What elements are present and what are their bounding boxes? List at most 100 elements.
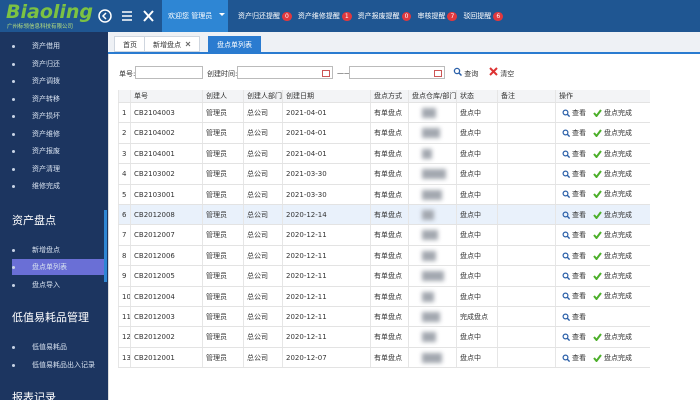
cell-status: 盘点中: [456, 327, 497, 347]
header-cell: 创建人部门: [243, 90, 282, 102]
table-row: 7 CB2012007 管理员 总公司 2020-12-11 有单盘点 盘点中 查看 盘点完成: [118, 225, 650, 246]
action-button[interactable]: 盘点完成: [593, 246, 632, 265]
cell-warehouse: [408, 103, 456, 123]
menu-item[interactable]: 盘点导入: [32, 280, 60, 289]
menu-item[interactable]: 资产借用: [32, 42, 60, 50]
action-button[interactable]: 查看: [562, 103, 586, 122]
toolbar-icons[interactable]: [97, 8, 167, 24]
calendar-icon: [322, 70, 330, 77]
action-button[interactable]: 盘点完成: [593, 327, 632, 346]
cell-date: 2021-04-01: [282, 143, 370, 164]
notice[interactable]: 资产报废提醒 0: [358, 11, 412, 21]
view-icon: [562, 251, 570, 260]
action-button[interactable]: 查看: [562, 205, 586, 224]
action-button[interactable]: 盘点完成: [593, 144, 632, 163]
action-button[interactable]: 查看: [562, 266, 586, 285]
menu-item[interactable]: 资产维修: [32, 129, 60, 138]
header-cell: 创建日期: [282, 90, 370, 102]
cell-creator: 管理员: [202, 327, 243, 347]
menu-item[interactable]: 资产转移: [32, 94, 60, 103]
action-label: 盘点完成: [604, 271, 632, 280]
action-button[interactable]: 盘点完成: [593, 164, 632, 183]
action-button[interactable]: 盘点完成: [593, 185, 632, 204]
notice[interactable]: 资产归还提醒 0: [238, 11, 292, 21]
logo: Biaoling: [6, 1, 94, 23]
action-button[interactable]: 查看: [562, 144, 586, 163]
menu-item[interactable]: 资产清理: [32, 164, 60, 173]
cell-status: 盘点中: [456, 266, 497, 286]
menu-item[interactable]: 维修完成: [32, 182, 60, 190]
menu-section[interactable]: 低值易耗品管理: [12, 311, 89, 324]
cell-actions: 查看 盘点完成: [555, 205, 650, 225]
cell-id: CB2103001: [130, 184, 202, 204]
action-button[interactable]: 查看: [562, 123, 586, 142]
notice[interactable]: 资产维修提醒 1: [298, 11, 352, 21]
action-button[interactable]: 查看: [562, 287, 586, 306]
cell-id: CB2012003: [130, 307, 202, 327]
menu-item[interactable]: 资产报废: [32, 147, 60, 155]
action-button[interactable]: 盘点完成: [593, 287, 632, 306]
menu-section[interactable]: 资产盘点: [12, 213, 56, 227]
action-button[interactable]: 查看: [562, 348, 586, 367]
action-button[interactable]: 查看: [562, 225, 586, 244]
menu-item[interactable]: 低值易耗品出入记录: [32, 360, 95, 369]
cell-creator: 管理员: [202, 245, 243, 266]
table-row: 4 CB2103002 管理员 总公司 2021-03-30 有单盘点 盘点中 查看 盘点完成: [118, 164, 650, 185]
header-cell: 创建人: [202, 90, 243, 102]
check-icon: [593, 292, 602, 301]
menu-item[interactable]: 资产调拨: [32, 77, 60, 85]
menu-item[interactable]: 盘点单列表: [32, 263, 67, 271]
clear-button[interactable]: 清空: [489, 67, 514, 79]
action-button[interactable]: 查看: [562, 307, 586, 326]
start-date-input[interactable]: [237, 66, 333, 79]
action-label: 盘点完成: [604, 210, 632, 219]
notice[interactable]: 驳回提醒 6: [463, 11, 504, 21]
tab[interactable]: 新增盘点: [144, 36, 200, 52]
menu-item[interactable]: 资产归还: [32, 59, 60, 68]
blurred-text: [422, 312, 440, 322]
tab-close[interactable]: [185, 41, 191, 47]
notice-count: 0: [282, 11, 292, 21]
clear-text: 清空: [500, 70, 515, 78]
query-button[interactable]: 查询: [453, 67, 478, 79]
cell-dept: 总公司: [243, 164, 282, 184]
cell-date: 2020-12-11: [282, 245, 370, 266]
cell-dept: 总公司: [243, 143, 282, 164]
cell-status: 盘点中: [456, 164, 497, 184]
menu-dot: [12, 185, 15, 188]
action-button[interactable]: 盘点完成: [593, 266, 632, 285]
action-button[interactable]: 盘点完成: [593, 348, 632, 367]
user-menu[interactable]: 欢迎您 管理员: [162, 0, 228, 32]
action-button[interactable]: 查看: [562, 164, 586, 183]
action-button[interactable]: 盘点完成: [593, 225, 632, 244]
action-button[interactable]: 查看: [562, 185, 586, 204]
cell-remark: [497, 123, 555, 143]
cell-no: 11: [118, 307, 130, 327]
check-icon: [593, 333, 602, 342]
action-label: 盘点完成: [604, 108, 632, 117]
tab[interactable]: 首页: [114, 36, 146, 52]
action-button[interactable]: 查看: [562, 327, 586, 346]
action-button[interactable]: 盘点完成: [593, 123, 632, 142]
notice[interactable]: 审核提醒 7: [417, 11, 458, 21]
check-icon: [593, 170, 602, 178]
action-button[interactable]: 盘点完成: [593, 103, 632, 122]
cell-actions: 查看 盘点完成: [555, 143, 650, 164]
cell-remark: [497, 205, 555, 225]
action-label: 盘点完成: [604, 353, 632, 362]
menu-item[interactable]: 资产损坏: [32, 112, 60, 120]
blurred-text: [422, 189, 442, 200]
menu-item[interactable]: 新增盘点: [32, 245, 60, 254]
action-label: 查看: [572, 149, 586, 158]
action-button[interactable]: 查看: [562, 246, 586, 265]
menu-item[interactable]: 低值易耗品: [32, 343, 67, 351]
end-date-input[interactable]: [349, 66, 445, 79]
sidebar-scrollbar: [104, 210, 107, 282]
tab[interactable]: 盘点单列表: [208, 36, 261, 52]
order-input[interactable]: [135, 66, 203, 79]
menu-section[interactable]: 报表记录: [12, 391, 56, 400]
action-button[interactable]: 盘点完成: [593, 205, 632, 224]
cell-warehouse: [408, 205, 456, 225]
